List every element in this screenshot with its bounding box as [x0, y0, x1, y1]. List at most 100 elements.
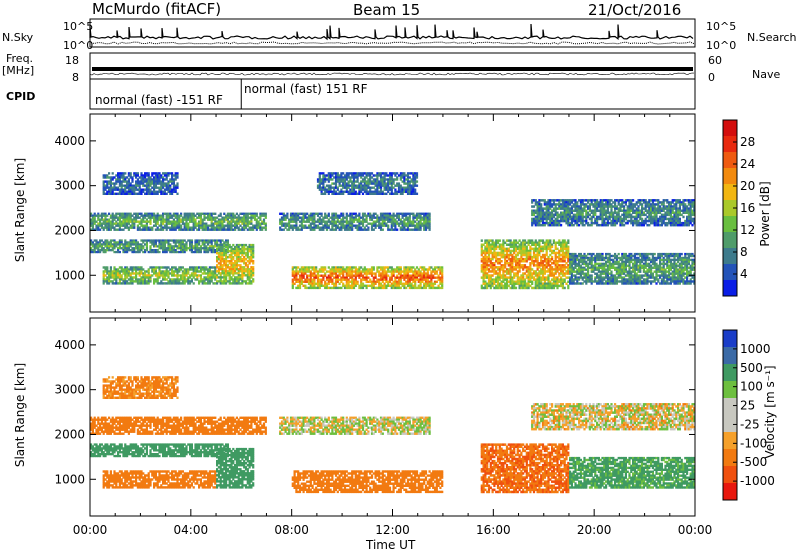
nsearch-label: N.Search — [747, 31, 797, 44]
xtick-label: 00:00 — [73, 523, 108, 537]
power-echo-region — [102, 266, 217, 285]
velocity-echo-region — [216, 447, 255, 489]
cpid-segment-1: normal (fast) -151 RF — [95, 93, 223, 107]
velocity-colorbar-frame — [722, 329, 738, 501]
velocity-colorbar-cell — [723, 466, 737, 484]
velocity-panel: 1000 2000 3000 4000 00:00 04:00 08:00 12:00 16:0… — [54, 317, 713, 537]
power-echo-region — [102, 172, 179, 195]
cpid-label: CPID — [6, 90, 36, 103]
power-colorbar-tick-label: 20 — [740, 179, 755, 193]
velocity-colorbar-tick-label: 25 — [740, 399, 755, 413]
power-ytick-label: 2000 — [54, 223, 85, 237]
nave-label: Nave — [752, 68, 781, 81]
noise-tick-top-left: 10^5 — [63, 20, 94, 33]
velocity-colorbar-tick-label: -1000 — [740, 474, 775, 488]
noise-tick-bottom-right: 10^0 — [706, 39, 737, 52]
status-panel — [89, 18, 696, 110]
station-title: McMurdo (fitACF) — [92, 0, 222, 18]
power-ytick-label: 3000 — [54, 179, 85, 193]
velocity-colorbar-tick-label: -100 — [740, 436, 767, 450]
power-colorbar-tick-label: 4 — [740, 267, 748, 281]
freq-tick-bottom: 8 — [72, 71, 79, 84]
power-echo-region — [279, 212, 431, 231]
velocity-echo-region — [102, 470, 217, 489]
power-colorbar-tick-label: 16 — [740, 201, 755, 215]
power-colorbar-cell — [723, 232, 737, 249]
power-ytick-label: 4000 — [54, 134, 85, 148]
velocity-colorbar-tick-label: -25 — [740, 417, 760, 431]
power-colorbar-tick-label: 28 — [740, 135, 755, 149]
power-echo-region — [291, 266, 444, 290]
nave-tick-bottom: 0 — [708, 71, 715, 84]
velocity-echo-region — [279, 416, 431, 435]
velocity-ytick-label: 4000 — [54, 338, 85, 352]
velocity-colorbar-tick-label: 100 — [740, 380, 763, 394]
xtick-label: 04:00 — [174, 523, 209, 537]
freq-panel-frame — [89, 52, 696, 80]
colorbars: 4 8 12 16 20 24 28 1000 500 100 25 -25 -100 -500 -1000 — [722, 119, 775, 501]
power-colorbar-cell — [723, 184, 737, 201]
date-title: 21/Oct/2016 — [588, 1, 682, 19]
power-colorbar-cell — [723, 200, 737, 217]
power-colorbar-cell — [723, 248, 737, 265]
freq-trace — [92, 67, 693, 71]
power-panel: 1000 2000 3000 4000 — [54, 113, 696, 313]
velocity-echo-region — [531, 403, 696, 431]
velocity-colorbar-cell — [723, 449, 737, 467]
power-colorbar-cell — [723, 280, 737, 297]
power-colorbar-tick-label: 8 — [740, 245, 748, 259]
velocity-colorbar-cell — [723, 381, 737, 399]
velocity-colorbar-cell — [723, 432, 737, 450]
noise-tick-top-right: 10^5 — [706, 20, 737, 33]
power-colorbar-cell — [723, 216, 737, 233]
velocity-echo-region — [102, 376, 179, 399]
freq-label: Freq. — [6, 52, 34, 65]
xtick-label: 00:00 — [678, 523, 713, 537]
xtick-label: 20:00 — [577, 523, 612, 537]
power-echo-region — [569, 252, 696, 285]
velocity-ytick-label: 1000 — [54, 472, 85, 486]
velocity-colorbar-cell — [723, 347, 737, 365]
nave-trace — [89, 72, 695, 76]
velocity-ytick-label: 3000 — [54, 383, 85, 397]
velocity-colorbar-cell — [723, 330, 737, 348]
velocity-colorbar-cell — [723, 483, 737, 501]
velocity-colorbar-cell — [723, 364, 737, 382]
velocity-colorbar-tick-label: 1000 — [740, 342, 771, 356]
power-colorbar-tick-label: 24 — [740, 157, 755, 171]
power-echo-region — [531, 199, 696, 227]
velocity-colorbar-cell — [723, 415, 737, 433]
power-ytick-label: 1000 — [54, 268, 85, 282]
nsky-label: N.Sky — [2, 31, 34, 44]
power-echo-region — [316, 172, 419, 195]
power-echo-region — [480, 239, 570, 290]
power-colorbar-tick-label: 12 — [740, 223, 755, 237]
freq-tick-top: 18 — [65, 54, 79, 67]
power-echo-region — [90, 239, 229, 254]
power-echo-region — [216, 243, 255, 285]
nsearch-trace — [89, 41, 695, 45]
velocity-echo-region — [480, 443, 570, 494]
power-colorbar-cell — [723, 136, 737, 153]
cpid-panel-frame — [89, 78, 696, 110]
power-colorbar-cell — [723, 120, 737, 137]
velocity-echo-region — [569, 456, 696, 489]
power-echo-region — [90, 212, 267, 231]
xtick-label: 08:00 — [274, 523, 309, 537]
velocity-ytick-label: 2000 — [54, 427, 85, 441]
xtick-label: 16:00 — [476, 523, 511, 537]
freq-unit: [MHz] — [2, 64, 35, 77]
beam-title: Beam 15 — [353, 1, 421, 19]
xtick-label: 12:00 — [375, 523, 410, 537]
power-colorbar-cell — [723, 168, 737, 185]
velocity-echo-region — [291, 470, 444, 494]
velocity-colorbar-cell — [723, 398, 737, 416]
nave-tick-top: 60 — [708, 54, 722, 67]
velocity-colorbar-tick-label: 500 — [740, 361, 763, 375]
power-colorbar-cell — [723, 264, 737, 281]
cpid-segment-2: normal (fast) 151 RF — [244, 82, 368, 96]
x-axis-label: Time UT — [366, 538, 416, 552]
power-colorbar-cell — [723, 152, 737, 169]
velocity-colorbar-tick-label: -500 — [740, 455, 767, 469]
